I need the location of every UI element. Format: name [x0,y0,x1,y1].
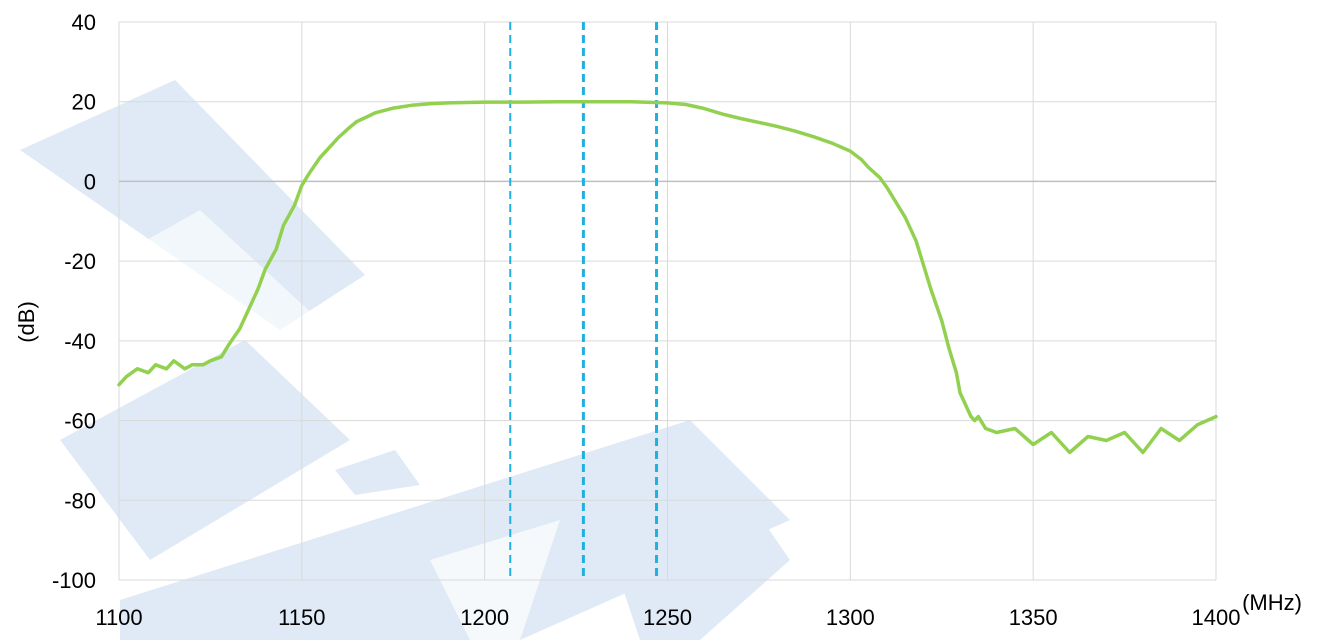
y-tick-label: -40 [64,329,96,354]
y-axis-label: (dB) [14,301,39,343]
x-tick-label: 1100 [95,605,142,630]
y-tick-label: -60 [64,409,96,434]
reference-lines [509,22,659,580]
x-tick-label: 1200 [460,605,509,630]
series-line [117,99,1218,455]
y-tick-label: 0 [84,169,96,194]
watermark-logo-shape [620,495,790,640]
watermark-logo-shape [40,210,330,430]
y-tick-label: 40 [72,10,96,35]
watermark-logo [20,80,790,640]
x-tick-label: 1300 [826,605,875,630]
y-tick-label: 20 [72,90,96,115]
x-tick-label: 1250 [643,605,692,630]
tick-labels: 40 20 0 -20 -40 -60 -80 -100 1100 1150 1200 1250 130… [52,10,1241,630]
watermark-logo-shape [335,450,420,495]
x-tick-label: 1400 [1192,605,1241,630]
y-tick-label: -100 [52,568,96,593]
y-tick-label: -20 [64,249,96,274]
x-axis-label: (MHz) [1242,590,1302,615]
x-tick-label: 1150 [278,605,325,630]
y-tick-label: -80 [64,488,96,513]
grid [118,21,1217,581]
x-tick-label: 1350 [1009,605,1058,630]
watermark-logo-shape [60,340,350,560]
watermark-logo-shape [20,80,365,330]
series-layer [117,99,1218,455]
